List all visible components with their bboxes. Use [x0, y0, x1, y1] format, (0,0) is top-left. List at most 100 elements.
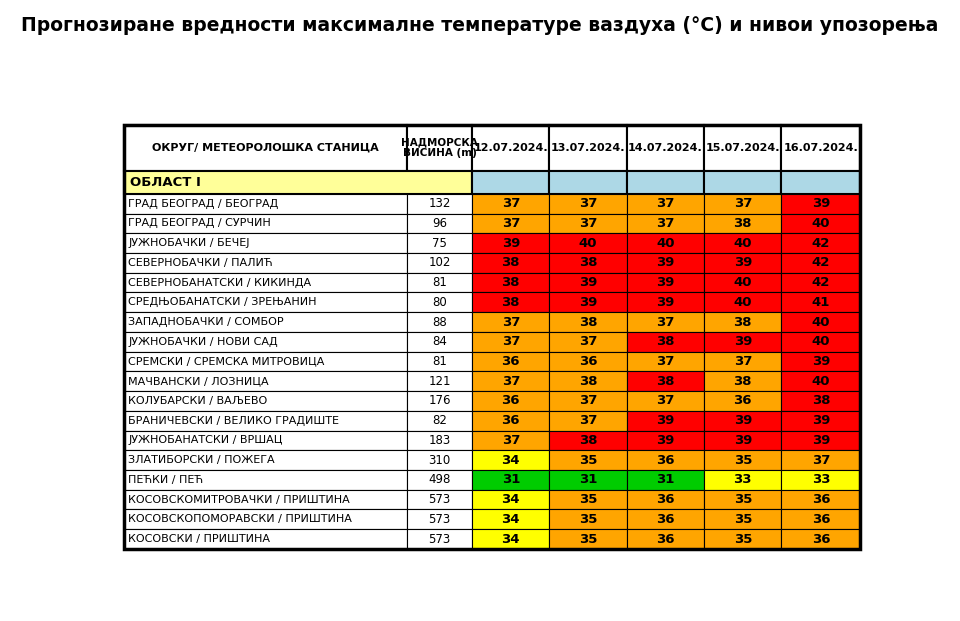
Text: 35: 35	[733, 493, 752, 506]
Text: 37: 37	[579, 394, 597, 407]
Text: 34: 34	[501, 493, 520, 506]
Bar	[472, 391, 549, 411]
Bar	[627, 490, 704, 509]
Bar	[781, 253, 860, 273]
Bar	[781, 194, 860, 214]
Bar	[627, 214, 704, 233]
Bar	[704, 529, 781, 549]
Text: 15.07.2024.: 15.07.2024.	[706, 143, 780, 153]
Bar	[472, 529, 549, 549]
Text: 39: 39	[657, 296, 675, 309]
Text: 33: 33	[733, 473, 752, 486]
Bar	[704, 214, 781, 233]
Text: 38: 38	[501, 256, 520, 270]
Bar	[627, 430, 704, 450]
Text: 37: 37	[501, 434, 520, 447]
Text: 35: 35	[733, 532, 752, 545]
Text: 38: 38	[579, 374, 597, 388]
Text: 38: 38	[579, 315, 597, 329]
Text: 35: 35	[579, 532, 597, 545]
Bar	[704, 332, 781, 351]
Text: 35: 35	[733, 453, 752, 466]
Text: 39: 39	[657, 414, 675, 427]
Bar	[781, 332, 860, 351]
Bar	[704, 371, 781, 391]
Bar	[124, 312, 407, 332]
Bar	[124, 125, 860, 549]
Bar	[472, 125, 549, 171]
Text: 31: 31	[501, 473, 520, 486]
Bar	[627, 253, 704, 273]
Text: 96: 96	[432, 217, 447, 230]
Text: ЗАПАДНОБАЧКИ / СОМБОР: ЗАПАДНОБАЧКИ / СОМБОР	[129, 317, 284, 327]
Text: 36: 36	[501, 414, 520, 427]
Bar	[549, 470, 627, 490]
Text: 75: 75	[432, 237, 447, 250]
Bar	[407, 233, 472, 253]
Text: 36: 36	[579, 355, 597, 368]
Text: 38: 38	[733, 315, 752, 329]
Bar	[407, 332, 472, 351]
Text: 38: 38	[579, 256, 597, 270]
Text: 88: 88	[432, 315, 447, 329]
Bar	[124, 253, 407, 273]
Text: 39: 39	[733, 434, 752, 447]
Bar	[627, 125, 704, 171]
Text: БРАНИЧЕВСКИ / ВЕЛИКО ГРАДИШТЕ: БРАНИЧЕВСКИ / ВЕЛИКО ГРАДИШТЕ	[129, 415, 339, 425]
Bar	[124, 490, 407, 509]
Text: 37: 37	[733, 355, 752, 368]
Bar	[549, 125, 627, 171]
Text: КОСОВСКОМИТРОВАЧКИ / ПРИШТИНА: КОСОВСКОМИТРОВАЧКИ / ПРИШТИНА	[129, 494, 350, 504]
Bar	[627, 233, 704, 253]
Bar	[407, 351, 472, 371]
Text: 38: 38	[501, 296, 520, 309]
Bar	[627, 529, 704, 549]
Text: ОКРУГ/ МЕТЕОРОЛОШКА СТАНИЦА: ОКРУГ/ МЕТЕОРОЛОШКА СТАНИЦА	[152, 143, 379, 153]
Text: ЈУЖНОБАЧКИ / БЕЧЕЈ: ЈУЖНОБАЧКИ / БЕЧЕЈ	[129, 238, 250, 248]
Text: 39: 39	[812, 434, 830, 447]
Text: 40: 40	[811, 217, 830, 230]
Bar	[781, 509, 860, 529]
Bar	[781, 490, 860, 509]
Text: ГРАД БЕОГРАД / СУРЧИН: ГРАД БЕОГРАД / СУРЧИН	[129, 219, 271, 229]
Text: 39: 39	[579, 276, 597, 289]
Bar	[124, 450, 407, 470]
Bar	[124, 171, 472, 194]
Text: 40: 40	[811, 374, 830, 388]
Text: НАДМОРСКА
ВИСИНА (m): НАДМОРСКА ВИСИНА (m)	[401, 137, 478, 158]
Text: 37: 37	[657, 217, 675, 230]
Bar	[407, 529, 472, 549]
Bar	[627, 411, 704, 430]
Bar	[407, 450, 472, 470]
Text: 132: 132	[428, 197, 451, 211]
Text: 37: 37	[579, 197, 597, 211]
Bar	[549, 509, 627, 529]
Text: 40: 40	[811, 335, 830, 348]
Text: 37: 37	[579, 414, 597, 427]
Bar	[781, 411, 860, 430]
Bar	[407, 371, 472, 391]
Bar	[549, 233, 627, 253]
Text: КОЛУБАРСКИ / ВАЉЕВО: КОЛУБАРСКИ / ВАЉЕВО	[129, 396, 268, 406]
Text: 42: 42	[812, 276, 830, 289]
Text: 42: 42	[812, 237, 830, 250]
Text: СРЕМСКИ / СРЕМСКА МИТРОВИЦА: СРЕМСКИ / СРЕМСКА МИТРОВИЦА	[129, 356, 324, 366]
Bar	[124, 351, 407, 371]
Text: 36: 36	[657, 493, 675, 506]
Bar	[472, 312, 549, 332]
Bar	[704, 125, 781, 171]
Text: 16.07.2024.: 16.07.2024.	[783, 143, 858, 153]
Bar	[472, 470, 549, 490]
Text: Прогнозиране вредности максималне температуре ваздуха (°C) и нивои упозорења: Прогнозиране вредности максималне темпер…	[21, 16, 939, 35]
Text: 35: 35	[579, 493, 597, 506]
Bar	[627, 171, 704, 194]
Bar	[704, 450, 781, 470]
Bar	[549, 273, 627, 292]
Bar	[781, 470, 860, 490]
Bar	[704, 233, 781, 253]
Text: 37: 37	[501, 335, 520, 348]
Bar	[549, 312, 627, 332]
Text: 36: 36	[811, 532, 830, 545]
Bar	[549, 411, 627, 430]
Bar	[472, 273, 549, 292]
